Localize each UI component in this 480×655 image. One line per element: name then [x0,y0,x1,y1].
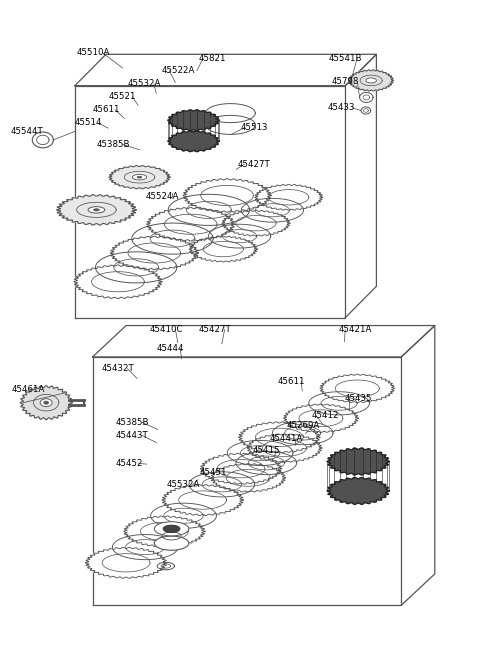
Polygon shape [124,516,205,547]
Text: 45510A: 45510A [76,48,110,58]
Polygon shape [320,374,395,403]
Text: 45544T: 45544T [11,127,43,136]
Ellipse shape [88,206,105,213]
Polygon shape [109,166,170,189]
Text: 45521: 45521 [109,92,136,102]
Polygon shape [168,131,219,152]
Polygon shape [168,195,250,225]
Text: 45452: 45452 [115,459,143,468]
Ellipse shape [137,176,142,178]
Polygon shape [189,472,255,497]
Text: 45415: 45415 [252,446,280,455]
Ellipse shape [44,401,48,404]
Text: 45522A: 45522A [162,66,195,75]
Polygon shape [211,464,286,492]
Polygon shape [222,210,290,236]
Text: 45444: 45444 [157,344,184,353]
Ellipse shape [40,399,52,407]
Text: 45524A: 45524A [146,193,179,201]
Text: 45385B: 45385B [116,418,149,427]
Polygon shape [20,386,72,420]
Text: 45798: 45798 [332,77,359,86]
Polygon shape [96,252,177,283]
Polygon shape [227,440,293,466]
Polygon shape [241,198,303,222]
Text: 45410C: 45410C [149,325,182,334]
Polygon shape [327,477,389,504]
Polygon shape [284,404,358,432]
Polygon shape [349,70,394,91]
Polygon shape [168,110,219,131]
Ellipse shape [94,209,99,211]
Polygon shape [74,265,162,299]
Ellipse shape [155,522,189,536]
Text: 45513: 45513 [240,123,268,132]
Text: 45514: 45514 [74,119,102,128]
Polygon shape [183,179,271,212]
Polygon shape [236,451,297,474]
Polygon shape [247,434,322,462]
Polygon shape [200,453,282,484]
Text: 45269A: 45269A [287,421,320,430]
Text: 45441A: 45441A [270,434,303,443]
Text: 45821: 45821 [199,54,227,63]
Text: 45427T: 45427T [199,325,231,334]
Polygon shape [151,503,216,529]
Polygon shape [272,422,333,445]
Polygon shape [239,422,320,453]
Text: 45435: 45435 [345,394,372,403]
Ellipse shape [132,174,147,180]
Text: 45412: 45412 [312,411,339,420]
Polygon shape [57,195,136,225]
Polygon shape [255,184,323,210]
Text: 45611: 45611 [92,105,120,115]
Text: 45461A: 45461A [12,385,45,394]
Text: 45443T: 45443T [116,431,149,440]
Polygon shape [110,236,198,270]
Text: 45451: 45451 [200,468,228,477]
Text: 45385B: 45385B [96,140,130,149]
Polygon shape [132,223,213,254]
Text: 45421A: 45421A [338,325,372,334]
Polygon shape [208,224,271,248]
Polygon shape [147,208,235,241]
Text: 45532A: 45532A [167,480,200,489]
Polygon shape [189,236,257,262]
Polygon shape [112,534,178,559]
Text: 45532A: 45532A [128,79,161,88]
Text: 45427T: 45427T [238,160,271,168]
Text: 45541B: 45541B [328,54,362,63]
Text: 45611: 45611 [278,377,305,386]
Text: 45433: 45433 [328,103,355,113]
Polygon shape [85,548,167,578]
Text: 45432T: 45432T [102,364,134,373]
Polygon shape [327,448,389,475]
Polygon shape [162,485,243,515]
Ellipse shape [366,78,376,83]
Polygon shape [309,392,370,415]
Ellipse shape [163,525,180,533]
Ellipse shape [155,536,189,550]
